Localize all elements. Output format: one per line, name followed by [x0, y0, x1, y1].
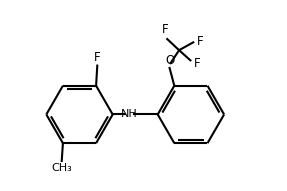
- Text: F: F: [94, 51, 101, 64]
- Text: F: F: [162, 23, 168, 36]
- Text: NH: NH: [121, 109, 138, 119]
- Text: O: O: [165, 54, 174, 67]
- Text: F: F: [193, 57, 200, 70]
- Text: CH₃: CH₃: [51, 163, 72, 173]
- Text: F: F: [197, 35, 203, 48]
